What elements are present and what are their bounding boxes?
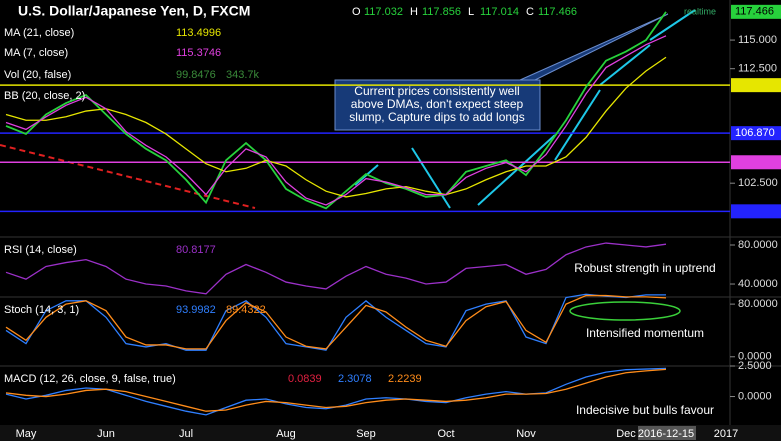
y-tick-label: 0.0000 bbox=[738, 390, 772, 402]
x-tick-label: May bbox=[16, 428, 37, 440]
level-label: 106.870 bbox=[735, 127, 775, 139]
legend-value: 115.3746 bbox=[176, 47, 221, 59]
level-label-box bbox=[731, 126, 781, 141]
ohlc-value: 117.856 bbox=[422, 6, 461, 18]
x-tick-label: Jun bbox=[97, 428, 115, 440]
indicator-label: Vol (20, false) bbox=[4, 69, 71, 81]
cursor-date-box bbox=[638, 426, 696, 440]
series-line bbox=[5, 294, 667, 350]
callout-text: above DMAs, don't expect steep bbox=[351, 97, 524, 111]
x-tick-label: Oct bbox=[437, 428, 454, 440]
ohlc-key: L bbox=[468, 6, 474, 18]
indicator-label: MACD (12, 26, close, 9, false, true) bbox=[4, 373, 176, 385]
ohlc-key: H bbox=[410, 6, 418, 18]
callout-box bbox=[334, 13, 669, 131]
indicator-value: 93.9982 bbox=[176, 304, 216, 316]
level-label-box bbox=[731, 78, 781, 93]
panel-annotation: Robust strength in uptrend bbox=[574, 261, 715, 275]
ohlc-value: 117.032 bbox=[364, 6, 403, 18]
indicator-value: 2.3078 bbox=[338, 373, 372, 385]
callout-text: Current prices consistently well bbox=[354, 84, 519, 98]
x-tick-label: Sep bbox=[356, 428, 376, 440]
series-line bbox=[5, 56, 667, 198]
x-axis-band bbox=[0, 425, 781, 441]
y-tick-label: 112.500 bbox=[738, 63, 777, 75]
series-line bbox=[5, 35, 667, 206]
y-tick-label: 2.5000 bbox=[738, 360, 772, 372]
ohlc-value: 117.466 bbox=[538, 6, 577, 18]
x-tick-label: Aug bbox=[276, 428, 296, 440]
watermark: realtime bbox=[684, 6, 716, 16]
x-tick-label: Jul bbox=[179, 428, 193, 440]
indicator-label: BB (20, close, 2) bbox=[4, 90, 85, 102]
series-line bbox=[5, 368, 667, 412]
indicator-label: RSI (14, close) bbox=[4, 244, 77, 256]
ohlc-value: 117.014 bbox=[480, 6, 519, 18]
y-tick-label: 0.0000 bbox=[738, 351, 772, 363]
indicator-label: Stoch (14, 3, 1) bbox=[4, 304, 79, 316]
panel-annotation: Indecisive but bulls favour bbox=[576, 403, 714, 417]
y-tick-label: 40.0000 bbox=[738, 278, 778, 290]
indicator-value: 0.0839 bbox=[288, 373, 322, 385]
indicator-value: 343.7k bbox=[226, 69, 260, 81]
chart-title: U.S. Dollar/Japanese Yen, D, FXCM bbox=[18, 3, 250, 19]
series-line bbox=[5, 242, 667, 295]
x-tick-label: 2017 bbox=[714, 428, 738, 440]
legend-label: MA (21, close) bbox=[4, 27, 74, 39]
x-tick-label: Nov bbox=[516, 428, 536, 440]
arrows bbox=[354, 9, 696, 209]
y-tick-label: 115.000 bbox=[738, 34, 777, 46]
cursor-date: 2016-12-15 bbox=[638, 428, 694, 440]
indicator-value: 80.8177 bbox=[176, 244, 216, 256]
trend-line bbox=[0, 144, 256, 209]
last-price-box bbox=[731, 4, 781, 19]
indicator-value: 89.4322 bbox=[226, 304, 266, 316]
ohlc-key: C bbox=[526, 6, 534, 18]
series-line bbox=[5, 293, 667, 351]
highlight bbox=[569, 301, 681, 321]
legend-label: MA (7, close) bbox=[4, 47, 68, 59]
y-tick-label: 80.0000 bbox=[738, 239, 778, 251]
level-label-box bbox=[731, 155, 781, 170]
callout-text: slump, Capture dips to add longs bbox=[349, 110, 524, 124]
panel-annotation: Intensified momentum bbox=[586, 326, 704, 340]
ohlc-key: O bbox=[352, 6, 361, 18]
y-tick-label: 102.500 bbox=[738, 177, 778, 189]
y-tick-label: 80.0000 bbox=[738, 298, 778, 310]
indicator-value: 2.2239 bbox=[388, 373, 422, 385]
legend-value: 113.4996 bbox=[176, 27, 221, 39]
last-price-label: 117.466 bbox=[735, 6, 774, 18]
level-label-box bbox=[731, 204, 781, 219]
indicator-value: 99.8476 bbox=[176, 69, 216, 81]
x-tick-label: Dec bbox=[616, 428, 636, 440]
